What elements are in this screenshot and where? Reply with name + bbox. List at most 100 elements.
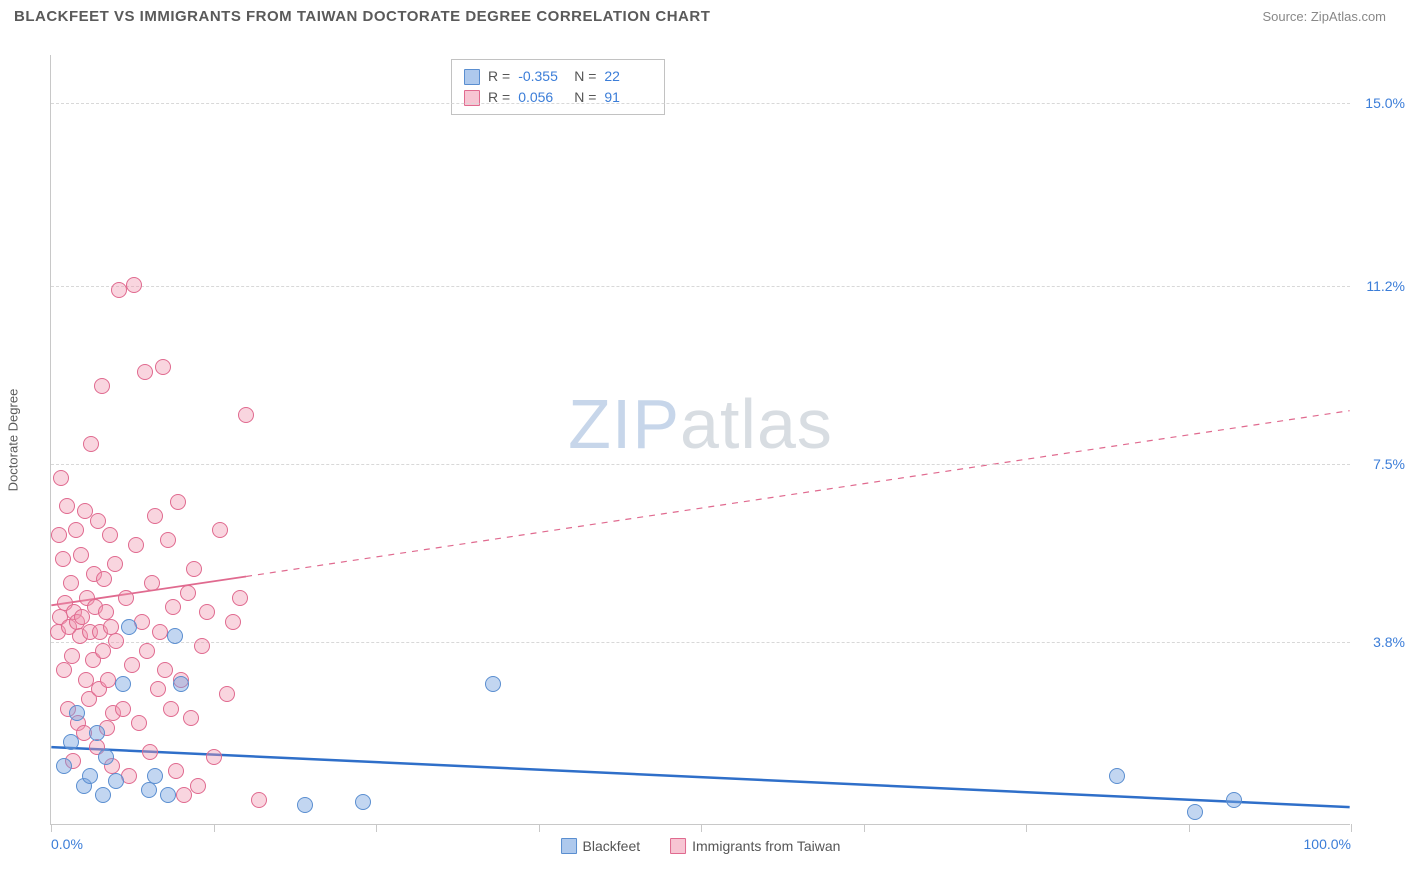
xtick bbox=[1189, 824, 1190, 832]
gridline bbox=[51, 642, 1350, 643]
data-point bbox=[144, 575, 160, 591]
swatch-blue-icon bbox=[561, 838, 577, 854]
data-point bbox=[167, 628, 183, 644]
data-point bbox=[212, 522, 228, 538]
data-point bbox=[108, 633, 124, 649]
data-point bbox=[180, 585, 196, 601]
chart-header: BLACKFEET VS IMMIGRANTS FROM TAIWAN DOCT… bbox=[0, 0, 1406, 33]
xtick bbox=[376, 824, 377, 832]
data-point bbox=[63, 575, 79, 591]
data-point bbox=[1187, 804, 1203, 820]
data-point bbox=[225, 614, 241, 630]
data-point bbox=[232, 590, 248, 606]
data-point bbox=[59, 498, 75, 514]
data-point bbox=[176, 787, 192, 803]
data-point bbox=[95, 787, 111, 803]
data-point bbox=[165, 599, 181, 615]
ytick-label: 15.0% bbox=[1365, 95, 1405, 111]
data-point bbox=[107, 556, 123, 572]
data-point bbox=[157, 662, 173, 678]
gridline bbox=[51, 286, 1350, 287]
data-point bbox=[82, 768, 98, 784]
data-point bbox=[56, 758, 72, 774]
data-point bbox=[206, 749, 222, 765]
data-point bbox=[199, 604, 215, 620]
xtick bbox=[701, 824, 702, 832]
swatch-pink-icon bbox=[670, 838, 686, 854]
data-point bbox=[94, 378, 110, 394]
data-point bbox=[108, 773, 124, 789]
data-point bbox=[219, 686, 235, 702]
data-point bbox=[69, 705, 85, 721]
data-point bbox=[137, 364, 153, 380]
data-point bbox=[102, 527, 118, 543]
watermark: ZIPatlas bbox=[568, 384, 833, 464]
data-point bbox=[118, 590, 134, 606]
data-point bbox=[96, 571, 112, 587]
xtick bbox=[214, 824, 215, 832]
data-point bbox=[155, 359, 171, 375]
stats-row-series2: R = 0.056 N = 91 bbox=[464, 87, 652, 108]
data-point bbox=[190, 778, 206, 794]
xtick bbox=[51, 824, 52, 832]
data-point bbox=[183, 710, 199, 726]
gridline bbox=[51, 464, 1350, 465]
data-point bbox=[485, 676, 501, 692]
data-point bbox=[90, 513, 106, 529]
data-point bbox=[89, 725, 105, 741]
data-point bbox=[142, 744, 158, 760]
data-point bbox=[126, 277, 142, 293]
xtick bbox=[539, 824, 540, 832]
data-point bbox=[355, 794, 371, 810]
data-point bbox=[115, 676, 131, 692]
data-point bbox=[1109, 768, 1125, 784]
gridline bbox=[51, 103, 1350, 104]
data-point bbox=[160, 532, 176, 548]
data-point bbox=[83, 436, 99, 452]
ytick-label: 7.5% bbox=[1373, 456, 1405, 472]
data-point bbox=[53, 470, 69, 486]
data-point bbox=[131, 715, 147, 731]
stats-legend-box: R = -0.355 N = 22 R = 0.056 N = 91 bbox=[451, 59, 665, 115]
data-point bbox=[1226, 792, 1242, 808]
data-point bbox=[139, 643, 155, 659]
data-point bbox=[160, 787, 176, 803]
swatch-blue bbox=[464, 69, 480, 85]
data-point bbox=[63, 734, 79, 750]
data-point bbox=[194, 638, 210, 654]
data-point bbox=[147, 508, 163, 524]
xtick bbox=[864, 824, 865, 832]
data-point bbox=[55, 551, 71, 567]
data-point bbox=[111, 282, 127, 298]
data-point bbox=[128, 537, 144, 553]
xtick-label: 100.0% bbox=[1304, 836, 1351, 852]
data-point bbox=[251, 792, 267, 808]
data-point bbox=[238, 407, 254, 423]
xtick bbox=[1351, 824, 1352, 832]
data-point bbox=[98, 749, 114, 765]
data-point bbox=[73, 547, 89, 563]
data-point bbox=[170, 494, 186, 510]
chart-source: Source: ZipAtlas.com bbox=[1262, 9, 1386, 24]
ytick-label: 11.2% bbox=[1366, 278, 1405, 294]
legend-bottom: Blackfeet Immigrants from Taiwan bbox=[561, 838, 841, 854]
data-point bbox=[168, 763, 184, 779]
data-point bbox=[147, 768, 163, 784]
data-point bbox=[163, 701, 179, 717]
xtick-label: 0.0% bbox=[51, 836, 83, 852]
legend-item-taiwan: Immigrants from Taiwan bbox=[670, 838, 840, 854]
data-point bbox=[186, 561, 202, 577]
data-point bbox=[56, 662, 72, 678]
data-point bbox=[173, 676, 189, 692]
data-point bbox=[115, 701, 131, 717]
xtick bbox=[1026, 824, 1027, 832]
chart-title: BLACKFEET VS IMMIGRANTS FROM TAIWAN DOCT… bbox=[14, 8, 710, 25]
data-point bbox=[51, 527, 67, 543]
data-point bbox=[124, 657, 140, 673]
chart-plot-area: Doctorate Degree ZIPatlas R = -0.355 N =… bbox=[50, 55, 1350, 825]
data-point bbox=[141, 782, 157, 798]
ytick-label: 3.8% bbox=[1373, 634, 1405, 650]
stats-row-series1: R = -0.355 N = 22 bbox=[464, 66, 652, 87]
data-point bbox=[121, 619, 137, 635]
y-axis-label: Doctorate Degree bbox=[6, 388, 21, 491]
